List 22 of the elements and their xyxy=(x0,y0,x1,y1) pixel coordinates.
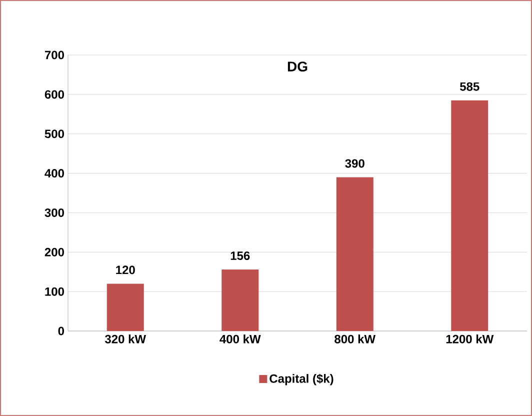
x-tick-label: 320 kW xyxy=(104,334,146,344)
y-tick-label: 700 xyxy=(44,50,64,60)
data-label: 390 xyxy=(345,159,364,168)
bar xyxy=(222,269,259,331)
bar xyxy=(106,284,144,331)
bar xyxy=(336,177,374,331)
chart-title: DG xyxy=(288,62,308,72)
legend-label: Capital ($k) xyxy=(270,374,334,386)
y-tick-label: 400 xyxy=(44,169,64,178)
bar xyxy=(451,100,488,331)
data-label: 156 xyxy=(230,251,250,260)
x-tick-label: 400 kW xyxy=(220,334,261,344)
x-tick-label: 1200 kW xyxy=(446,334,494,344)
data-label: 585 xyxy=(460,82,480,91)
y-tick-label: 0 xyxy=(58,326,64,336)
y-tick-label: 600 xyxy=(44,90,64,99)
y-tick-label: 200 xyxy=(44,248,64,256)
x-tick-label: 800 kW xyxy=(334,334,376,344)
y-tick-label: 100 xyxy=(45,287,64,296)
y-tick-label: 500 xyxy=(44,130,64,138)
data-label: 120 xyxy=(116,266,135,274)
y-tick-label: 300 xyxy=(44,208,64,217)
